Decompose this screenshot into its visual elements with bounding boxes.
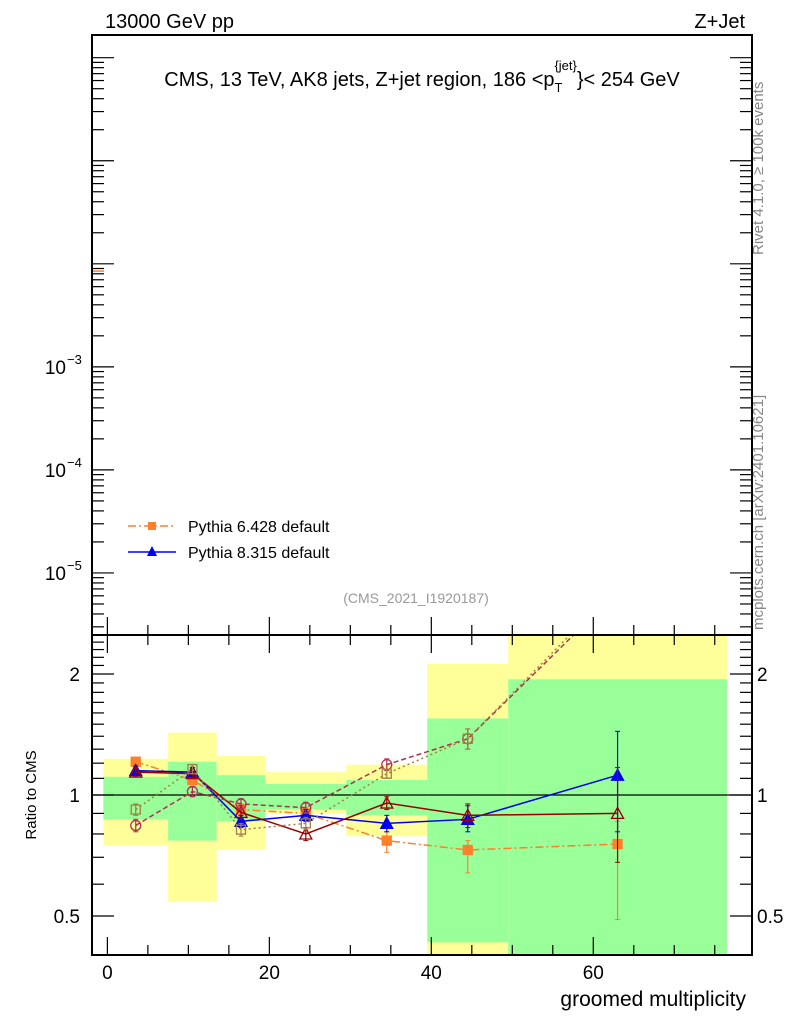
data-point-square xyxy=(300,818,311,829)
data-point-circle xyxy=(300,802,312,814)
data-point-square xyxy=(130,804,141,815)
ratio-y-tick-label-right: 0.5 xyxy=(757,907,783,928)
main-y-tick-exponent: −5 xyxy=(67,558,82,573)
x-axis-label: groomed multiplicity xyxy=(560,988,746,1011)
ratio-y-tick-label-left: 0.5 xyxy=(54,907,80,928)
main-y-tick-label: 10 xyxy=(45,564,66,585)
data-point-triangle xyxy=(610,806,625,820)
legend-item-pythia6[interactable]: Pythia 6.428 default xyxy=(128,519,330,536)
plot-title: CMS, 13 TeV, AK8 jets, Z+jet region, 186… xyxy=(164,58,680,95)
ratio-y-tick-label-right: 2 xyxy=(757,665,768,686)
main-y-tick-exponent: −4 xyxy=(67,455,82,470)
data-point-square xyxy=(613,582,622,591)
x-tick-label: 40 xyxy=(421,963,442,984)
ratio-y-tick-label-right: 1 xyxy=(757,786,768,807)
main-y-tick-label: 10 xyxy=(45,358,66,379)
legend-item-pythia8[interactable]: Pythia 8.315 default xyxy=(128,545,330,562)
legend-label-pythia8: Pythia 8.315 default xyxy=(188,545,330,562)
data-point-square xyxy=(381,768,392,779)
data-point-circle xyxy=(613,587,623,597)
header-left: 13000 GeV pp xyxy=(105,11,234,33)
data-point-circle xyxy=(235,798,247,810)
analysis-id: (CMS_2021_I1920187) xyxy=(343,590,489,606)
data-point-triangle xyxy=(128,764,143,778)
main-y-tick-label: 10 xyxy=(45,461,66,482)
x-tick-label: 20 xyxy=(259,963,280,984)
triangle-marker-icon xyxy=(147,546,157,556)
side-label-mcplots: mcplots.cern.ch [arXiv:2401.10621] xyxy=(750,395,767,630)
legend: Pythia 6.428 default Pythia 8.315 defaul… xyxy=(128,519,330,562)
x-tick-label: 0 xyxy=(102,963,113,984)
main-y-tick-exponent: −3 xyxy=(67,352,82,367)
data-point-square xyxy=(187,763,198,775)
data-point-triangle xyxy=(379,816,394,830)
legend-label-pythia6: Pythia 6.428 default xyxy=(188,519,330,536)
data-point-square xyxy=(235,824,247,835)
data-point-triangle xyxy=(379,795,394,809)
side-label-rivet: Rivet 4.1.0, ≥ 100k events xyxy=(750,82,767,255)
ratio-y-tick-label-left: 2 xyxy=(69,665,80,686)
data-point-triangle xyxy=(233,805,249,819)
title-sup: {jet} xyxy=(554,58,577,73)
data-point-circle xyxy=(130,819,142,832)
data-point-triangle xyxy=(298,826,313,840)
data-point-square xyxy=(462,844,473,856)
title-sub: T xyxy=(555,80,563,95)
title-post: }< 254 GeV xyxy=(577,69,681,91)
data-point-square xyxy=(462,733,473,744)
ratio-series xyxy=(92,582,752,921)
ratio-y-tick-label-left: 1 xyxy=(69,786,80,807)
title-pre: CMS, 13 TeV, AK8 jets, Z+jet region, 186… xyxy=(164,69,554,91)
square-marker-icon xyxy=(148,522,156,530)
ratio-y-label: Ratio to CMS xyxy=(23,750,40,839)
data-point-square xyxy=(381,835,392,846)
header-right: Z+Jet xyxy=(694,11,745,33)
x-tick-label: 60 xyxy=(583,963,604,984)
data-point-circle xyxy=(186,785,199,798)
data-point-triangle xyxy=(460,807,475,821)
